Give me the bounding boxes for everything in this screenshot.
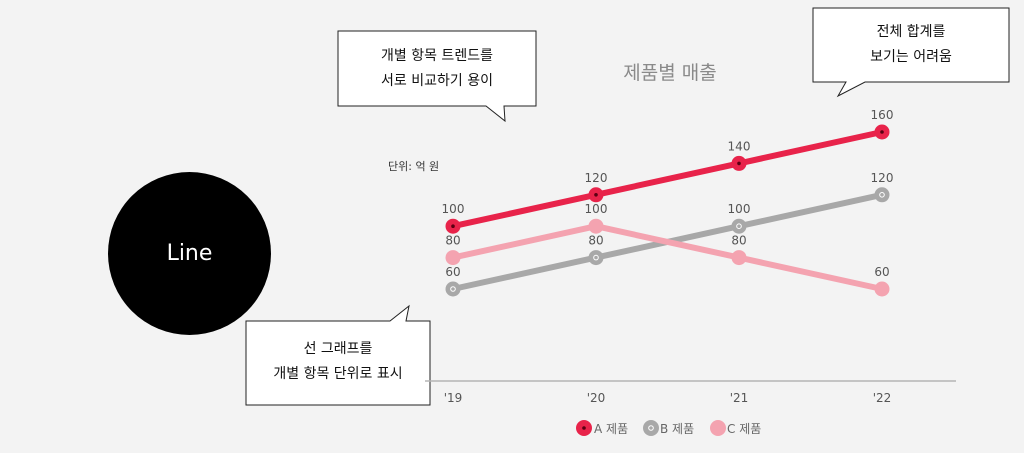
data-label-a: 160 — [871, 108, 894, 122]
legend-marker-c — [710, 420, 726, 436]
data-label-c: 100 — [585, 202, 608, 216]
data-label-b: 100 — [728, 202, 751, 216]
data-point-center-b — [879, 192, 885, 198]
legend-label-a: A 제품 — [594, 422, 629, 436]
unit-label: 단위: 억 원 — [388, 160, 440, 173]
legend-marker-center-a — [582, 426, 586, 430]
data-point-b — [588, 250, 604, 266]
x-tick-label: '19 — [444, 391, 463, 405]
callout-top-left-shape — [337, 30, 537, 123]
callout-top-right-line2: 보기는 어려움 — [870, 49, 952, 65]
data-point-center-a — [737, 161, 741, 166]
series-line-c — [450, 223, 885, 292]
chart-type-label: Line — [166, 241, 213, 266]
x-tick-label: '20 — [587, 391, 606, 405]
data-label-b: 120 — [871, 171, 894, 185]
data-point-center-a — [880, 130, 884, 134]
data-label-a: 120 — [585, 171, 608, 185]
callout-top-left-line2: 서로 비교하기 용이 — [381, 73, 493, 89]
legend-marker-center-b — [648, 425, 654, 431]
callout-bottom-left-line2: 개별 항목 단위로 표시 — [273, 366, 403, 382]
data-label-b: 80 — [588, 234, 603, 248]
legend-label-b: B 제품 — [660, 422, 695, 436]
data-point-c — [445, 250, 461, 266]
data-point-b — [731, 218, 747, 234]
callout-top-left-text: 개별 항목 트렌드를 서로 비교하기 용이 — [338, 44, 536, 94]
x-tick-label: '22 — [873, 391, 892, 405]
data-label-b: 60 — [445, 265, 460, 279]
chart-title: 제품별 매출 — [623, 62, 717, 84]
data-point-center-a — [594, 193, 598, 197]
callout-top-right-shape — [812, 7, 1010, 98]
callout-bottom-left-line1: 선 그래프를 — [303, 341, 373, 357]
data-point-c — [731, 250, 747, 266]
callout-top-right-text: 전체 합계를 보기는 어려움 — [813, 20, 1009, 70]
data-label-c: 80 — [445, 234, 460, 248]
data-point-center-b — [736, 223, 742, 229]
data-point-center-a — [451, 224, 455, 228]
data-label-a: 100 — [442, 202, 465, 216]
data-point-c — [874, 281, 890, 297]
data-point-center-b — [450, 286, 456, 292]
legend-marker-b — [643, 420, 659, 436]
data-label-c: 80 — [731, 234, 746, 248]
chart-type-badge: Line — [108, 172, 271, 335]
data-label-c: 60 — [874, 265, 889, 279]
data-point-b — [874, 187, 890, 203]
callout-bottom-left-text: 선 그래프를 개별 항목 단위로 표시 — [246, 337, 430, 387]
callout-top-right-line1: 전체 합계를 — [876, 24, 946, 40]
legend-label-c: C 제품 — [727, 422, 762, 436]
data-point-center-b — [593, 254, 599, 261]
callout-top-left-line1: 개별 항목 트렌드를 — [381, 48, 493, 64]
data-point-c — [588, 218, 604, 234]
series-line-a — [450, 129, 885, 230]
x-tick-label: '21 — [730, 391, 749, 405]
data-label-a: 140 — [728, 139, 751, 153]
callout-bottom-left-shape — [245, 304, 431, 406]
data-point-b — [445, 281, 461, 297]
